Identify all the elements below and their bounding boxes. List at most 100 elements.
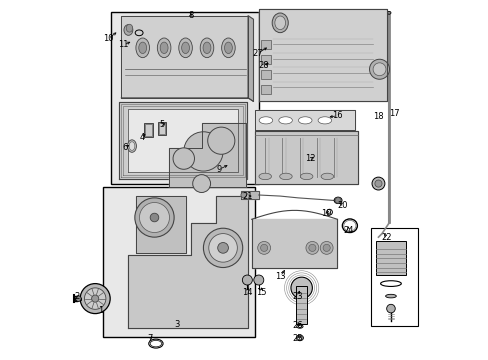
Bar (260, 55, 271, 64)
Circle shape (208, 234, 237, 262)
Text: 6: 6 (122, 143, 127, 152)
Ellipse shape (333, 197, 341, 203)
Text: 18: 18 (373, 112, 384, 121)
Polygon shape (135, 196, 185, 253)
Polygon shape (254, 131, 357, 184)
Bar (260, 70, 271, 79)
Ellipse shape (127, 140, 136, 152)
Text: 8: 8 (188, 11, 193, 20)
Circle shape (84, 288, 106, 309)
Circle shape (207, 127, 234, 154)
Circle shape (323, 244, 329, 251)
Circle shape (369, 59, 389, 79)
Text: 5: 5 (160, 120, 164, 129)
Text: 23: 23 (291, 292, 302, 301)
Text: 27: 27 (252, 49, 263, 58)
Text: 19: 19 (321, 210, 331, 219)
Ellipse shape (385, 294, 395, 298)
Ellipse shape (279, 173, 292, 180)
Polygon shape (128, 109, 238, 172)
Ellipse shape (157, 38, 171, 58)
Text: 28: 28 (258, 61, 269, 70)
Text: 17: 17 (388, 109, 399, 118)
Text: 9: 9 (216, 165, 222, 174)
Bar (143, 123, 152, 137)
Ellipse shape (278, 117, 292, 124)
Ellipse shape (160, 42, 168, 54)
Bar (260, 85, 271, 94)
Bar (296, 286, 306, 324)
Ellipse shape (296, 335, 303, 341)
Circle shape (91, 295, 99, 302)
Ellipse shape (274, 16, 285, 30)
Ellipse shape (272, 13, 287, 33)
Ellipse shape (129, 142, 135, 150)
Ellipse shape (203, 42, 210, 54)
Polygon shape (247, 16, 253, 102)
Text: 1: 1 (98, 306, 103, 315)
Ellipse shape (298, 325, 301, 327)
Text: 20: 20 (337, 201, 347, 210)
Circle shape (192, 175, 210, 193)
Circle shape (241, 192, 246, 198)
Circle shape (135, 198, 174, 237)
Circle shape (253, 275, 263, 285)
Circle shape (139, 203, 169, 233)
Ellipse shape (181, 42, 189, 54)
Bar (103, 187, 255, 337)
Circle shape (386, 304, 394, 313)
Circle shape (290, 277, 312, 298)
Polygon shape (258, 9, 386, 102)
Ellipse shape (179, 38, 192, 58)
Ellipse shape (200, 38, 213, 58)
Text: 10: 10 (102, 35, 113, 44)
Bar (144, 124, 151, 136)
Text: 26: 26 (292, 321, 303, 330)
Ellipse shape (224, 42, 232, 54)
Circle shape (183, 132, 223, 171)
Circle shape (150, 213, 159, 222)
Circle shape (305, 242, 318, 254)
Text: 16: 16 (331, 111, 342, 120)
Ellipse shape (321, 173, 333, 180)
Circle shape (80, 284, 110, 314)
Circle shape (374, 180, 381, 187)
Circle shape (75, 296, 81, 301)
Circle shape (257, 242, 270, 254)
Bar (159, 123, 164, 134)
Text: 13: 13 (274, 272, 285, 281)
Polygon shape (241, 191, 258, 199)
Circle shape (372, 63, 385, 76)
Ellipse shape (298, 117, 311, 124)
Bar (370, 228, 417, 327)
Circle shape (320, 242, 332, 254)
Text: 22: 22 (381, 233, 391, 242)
Circle shape (260, 244, 267, 251)
Text: 2: 2 (74, 292, 79, 301)
Ellipse shape (296, 325, 303, 328)
Polygon shape (128, 196, 247, 328)
Ellipse shape (136, 38, 149, 58)
Circle shape (217, 243, 228, 253)
Ellipse shape (317, 117, 331, 124)
Ellipse shape (123, 24, 133, 35)
Text: 24: 24 (343, 225, 353, 234)
Ellipse shape (126, 24, 132, 32)
Text: 3: 3 (174, 320, 179, 329)
Circle shape (297, 336, 302, 340)
Text: 4: 4 (140, 132, 145, 141)
Ellipse shape (259, 173, 271, 180)
Text: 15: 15 (256, 288, 266, 297)
Text: 25: 25 (292, 334, 303, 343)
Ellipse shape (300, 173, 312, 180)
Polygon shape (255, 111, 354, 130)
Circle shape (242, 275, 252, 285)
Circle shape (335, 198, 340, 203)
Ellipse shape (259, 117, 272, 124)
Circle shape (308, 244, 315, 251)
Text: 14: 14 (242, 288, 252, 297)
Polygon shape (119, 102, 247, 179)
Circle shape (203, 228, 242, 267)
Bar (158, 122, 165, 135)
Bar (110, 12, 258, 184)
